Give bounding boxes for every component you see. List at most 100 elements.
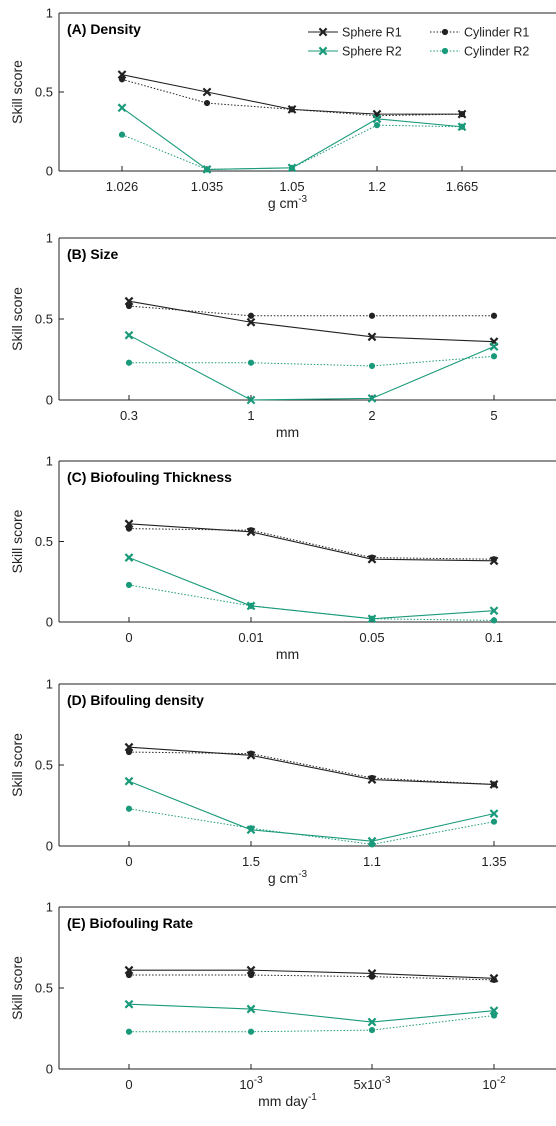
x-tick-label: 1.035: [191, 179, 224, 194]
point-sphere_r1-stroke-b: [124, 296, 134, 306]
y-tick-label: 0: [46, 615, 53, 630]
y-axis-label: Skill score: [9, 60, 25, 124]
point-sphere_r2: [246, 1004, 256, 1014]
x-tick-label: 1.35: [481, 854, 506, 869]
point-sphere_r2: [124, 330, 134, 340]
point-cylinder_r1: [458, 111, 466, 118]
x-axis-label: mm: [276, 424, 299, 440]
panel-b: 0 0.5 1 0.3 1 2 5 mm Skill score (B) Size: [9, 231, 556, 440]
point-sphere_r1-stroke-b: [202, 87, 212, 97]
point-cylinder_r1: [288, 106, 296, 113]
point-cylinder_r2: [125, 359, 133, 366]
series-line-cylinder_r1: [129, 974, 495, 981]
point-cylinder_r1: [490, 556, 498, 563]
series-line-sphere_r2: [128, 1003, 495, 1023]
point-cylinder_r2: [368, 615, 376, 622]
point-cylinder_r1: [203, 99, 211, 107]
point-sphere_r2-stroke-b: [367, 1017, 377, 1027]
x-tick-label: 1.026: [106, 179, 139, 194]
point-cylinder_r2: [368, 362, 376, 370]
x-tick-label: 10-2: [482, 1075, 506, 1092]
point-cylinder_r2: [458, 123, 466, 130]
series-line-cylinder_r2: [128, 584, 495, 621]
point-cylinder_r1: [125, 748, 133, 756]
x-tick-label: 0.01: [238, 630, 263, 645]
y-tick-label: 1: [46, 454, 53, 469]
x-tick-label-base: 0.05: [359, 630, 384, 645]
point-cylinder_r2: [368, 1027, 376, 1034]
x-axis-label: g cm-3: [268, 869, 308, 886]
x-tick-label-base: 0: [125, 1077, 132, 1092]
point-cylinder_r1: [125, 525, 133, 532]
x-tick-label-base: 1.05: [279, 179, 304, 194]
x-tick-label-base: 10: [239, 1077, 253, 1092]
point-sphere_r2-stroke-b: [246, 1004, 256, 1014]
point-sphere_r2: [489, 1006, 499, 1016]
point-sphere_r2-stroke-b: [124, 776, 134, 786]
point-cylinder_r2: [125, 1028, 133, 1035]
y-tick-label: 0: [46, 393, 53, 408]
point-cylinder_r1: [368, 774, 376, 782]
point-sphere_r1: [124, 296, 134, 306]
legend-marker-cylinder_r1: [441, 28, 449, 36]
x-tick-label: 0.3: [120, 408, 138, 423]
x-tick-label-base: 1.035: [191, 179, 224, 194]
x-axis-label-base: g cm: [268, 195, 298, 211]
legend: Sphere R1 Cylinder R1 Sphere R2 Cylinder R2: [308, 26, 529, 59]
point-sphere_r2: [489, 809, 499, 818]
series-line-cylinder_r2: [129, 355, 495, 367]
legend-marker-sphere_r2: [318, 46, 328, 56]
series-line-sphere_r2: [128, 557, 495, 620]
x-tick-label-base: 1.2: [368, 179, 386, 194]
x-tick-label-base: 1: [247, 408, 254, 423]
series-line-sphere_r1: [129, 969, 495, 979]
x-tick-label-base: 0: [125, 630, 132, 645]
point-cylinder_r2: [490, 353, 498, 360]
point-sphere_r2: [367, 394, 377, 403]
point-sphere_r2-stroke-b: [124, 553, 134, 562]
point-sphere_r2-stroke-b: [367, 394, 377, 403]
point-cylinder_r1: [490, 976, 498, 984]
point-cylinder_r1: [118, 76, 126, 83]
legend-marker-sphere_r2-stroke-b: [318, 46, 328, 56]
x-tick-label-base: 1.665: [446, 179, 479, 194]
y-axis-label: Skill score: [9, 733, 25, 797]
x-tick-label: 1.05: [279, 179, 304, 194]
x-tick-label-base: 1.5: [242, 854, 260, 869]
x-tick-label-base: 5: [490, 408, 497, 423]
point-cylinder_r2: [490, 1012, 498, 1019]
point-sphere_r2-stroke-b: [246, 395, 256, 405]
point-sphere_r2-stroke-b: [489, 606, 499, 616]
point-cylinder_r1: [247, 971, 255, 979]
point-cylinder_r1: [125, 302, 133, 310]
point-sphere_r1-stroke-b: [124, 742, 134, 752]
x-tick-label: 1.5: [242, 854, 260, 869]
point-cylinder_r2: [373, 122, 381, 129]
point-sphere_r2-stroke-b: [117, 103, 127, 113]
point-sphere_r2-stroke-b: [372, 114, 382, 124]
x-tick-label-sup: -2: [497, 1075, 506, 1086]
x-tick-label: 0: [125, 1077, 132, 1092]
x-tick-label-sup: -3: [382, 1075, 391, 1086]
y-tick-label: 0: [46, 1062, 53, 1077]
point-sphere_r1-stroke-b: [367, 332, 377, 342]
series-line-sphere_r2: [121, 107, 463, 170]
x-tick-label: 2: [368, 408, 375, 423]
x-axis-label-base: mm: [276, 646, 299, 662]
point-cylinder_r1: [490, 781, 498, 788]
legend-label-cylinder_r2: Cylinder R2: [464, 45, 529, 59]
point-sphere_r2: [246, 395, 256, 405]
panel-title: (D) Bifouling density: [67, 692, 204, 708]
point-cylinder_r1: [490, 312, 498, 319]
point-cylinder_r1: [368, 312, 376, 319]
x-tick-label-base: 2: [368, 408, 375, 423]
point-sphere_r2-stroke-b: [489, 809, 499, 818]
point-cylinder_r1: [125, 971, 133, 979]
point-cylinder_r1: [247, 750, 255, 757]
y-tick-label: 1: [46, 900, 53, 915]
point-sphere_r1: [117, 70, 127, 79]
legend-label-sphere_r1: Sphere R1: [342, 26, 402, 40]
legend-marker-sphere_r1-stroke-b: [318, 27, 328, 37]
point-sphere_r2: [489, 342, 499, 351]
y-tick-label: 0.5: [35, 85, 53, 100]
